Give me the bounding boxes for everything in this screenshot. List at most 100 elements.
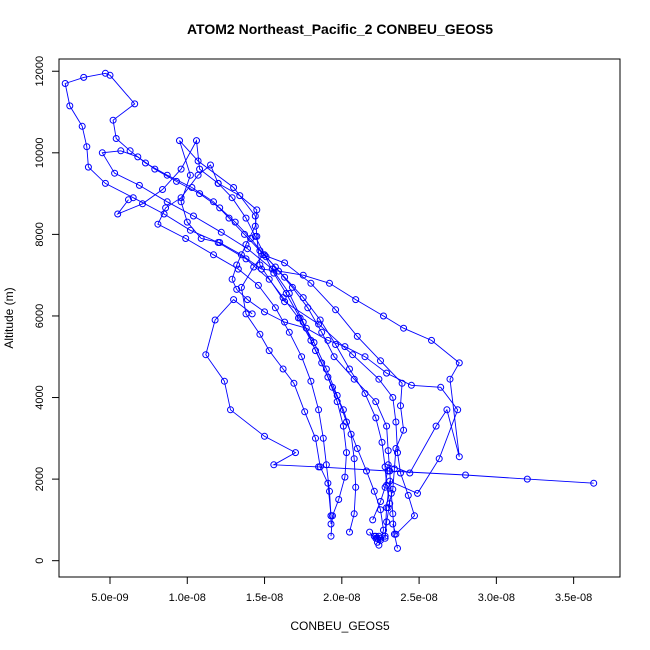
- data-point: [282, 290, 290, 297]
- data-point: [230, 296, 238, 304]
- data-point: [383, 504, 391, 512]
- data-point: [220, 377, 228, 385]
- data-point: [214, 179, 222, 187]
- data-point: [299, 271, 307, 279]
- data-point: [231, 218, 239, 226]
- data-point: [182, 235, 190, 242]
- data-point: [319, 434, 327, 442]
- data-point: [350, 455, 358, 463]
- data-point: [101, 69, 109, 77]
- data-point: [327, 512, 335, 520]
- data-point: [462, 471, 469, 479]
- data-point: [361, 353, 369, 361]
- data-point: [101, 179, 109, 187]
- data-point: [131, 100, 139, 108]
- data-point: [324, 373, 332, 381]
- data-point: [126, 147, 134, 155]
- data-point: [353, 332, 361, 340]
- data-point: [318, 328, 326, 336]
- data-point: [324, 336, 332, 344]
- data-point: [390, 465, 398, 473]
- data-point: [66, 102, 74, 110]
- data-point: [281, 273, 289, 281]
- data-point: [259, 251, 267, 259]
- data-point: [296, 314, 304, 322]
- data-point: [341, 343, 349, 351]
- data-point: [125, 196, 132, 204]
- data-point: [281, 259, 289, 267]
- data-point: [271, 304, 279, 312]
- data-point: [394, 449, 401, 457]
- data-point: [406, 469, 414, 477]
- data-point: [307, 377, 315, 385]
- data-point: [333, 392, 341, 399]
- data-point: [389, 520, 397, 528]
- data-point: [134, 153, 142, 161]
- data-point: [251, 212, 259, 220]
- data-point: [292, 449, 299, 457]
- data-point: [139, 200, 146, 208]
- data-point: [404, 491, 412, 499]
- data-point: [242, 214, 250, 222]
- data-point: [261, 432, 268, 440]
- profile-series: [370, 532, 384, 542]
- data-point: [343, 449, 350, 457]
- data-point: [228, 194, 236, 202]
- data-point: [248, 310, 256, 318]
- data-point: [251, 222, 259, 230]
- x-tick-label: 3.0e-08: [478, 592, 515, 604]
- data-point: [299, 294, 307, 302]
- data-point: [162, 204, 170, 212]
- data-point: [372, 398, 380, 406]
- data-point: [253, 206, 261, 214]
- data-point: [61, 80, 69, 87]
- data-point: [210, 251, 217, 259]
- data-point: [106, 71, 114, 79]
- data-point: [400, 426, 408, 434]
- data-point: [386, 477, 394, 485]
- data-point: [254, 281, 262, 289]
- data-point: [346, 365, 353, 373]
- data-point: [590, 479, 598, 487]
- data-point: [258, 265, 265, 273]
- data-point: [301, 408, 309, 416]
- data-point: [177, 165, 185, 173]
- profile-series: [202, 296, 598, 487]
- y-tick-label: 2000: [34, 467, 46, 491]
- data-point: [109, 116, 117, 124]
- data-point: [98, 149, 106, 157]
- data-point: [411, 512, 418, 520]
- y-tick-label: 10000: [34, 138, 46, 169]
- data-point: [244, 296, 251, 304]
- data-point: [375, 375, 383, 383]
- series-line: [205, 298, 594, 484]
- data-point: [84, 163, 92, 171]
- data-point: [196, 165, 204, 173]
- data-point: [190, 212, 197, 220]
- x-tick-label: 5.0e-09: [91, 592, 128, 604]
- data-point: [392, 418, 400, 426]
- data-point: [281, 318, 289, 326]
- data-point: [377, 357, 384, 365]
- profile-series: [114, 137, 462, 546]
- data-point: [275, 267, 282, 275]
- data-point: [397, 469, 404, 477]
- data-point: [437, 383, 445, 391]
- data-point: [298, 353, 306, 361]
- data-point: [302, 324, 310, 332]
- data-point: [227, 406, 234, 414]
- data-point: [443, 406, 451, 414]
- data-point: [347, 430, 355, 438]
- x-tick-label: 2.5e-08: [400, 592, 437, 604]
- data-point: [196, 190, 204, 198]
- data-point: [177, 198, 185, 206]
- data-point: [366, 528, 374, 536]
- data-point: [350, 510, 358, 518]
- y-tick-label: 12000: [34, 56, 46, 87]
- data-point: [228, 275, 236, 283]
- data-point: [217, 228, 225, 236]
- data-point: [216, 239, 224, 246]
- data-point: [242, 255, 250, 263]
- data-point: [392, 445, 400, 452]
